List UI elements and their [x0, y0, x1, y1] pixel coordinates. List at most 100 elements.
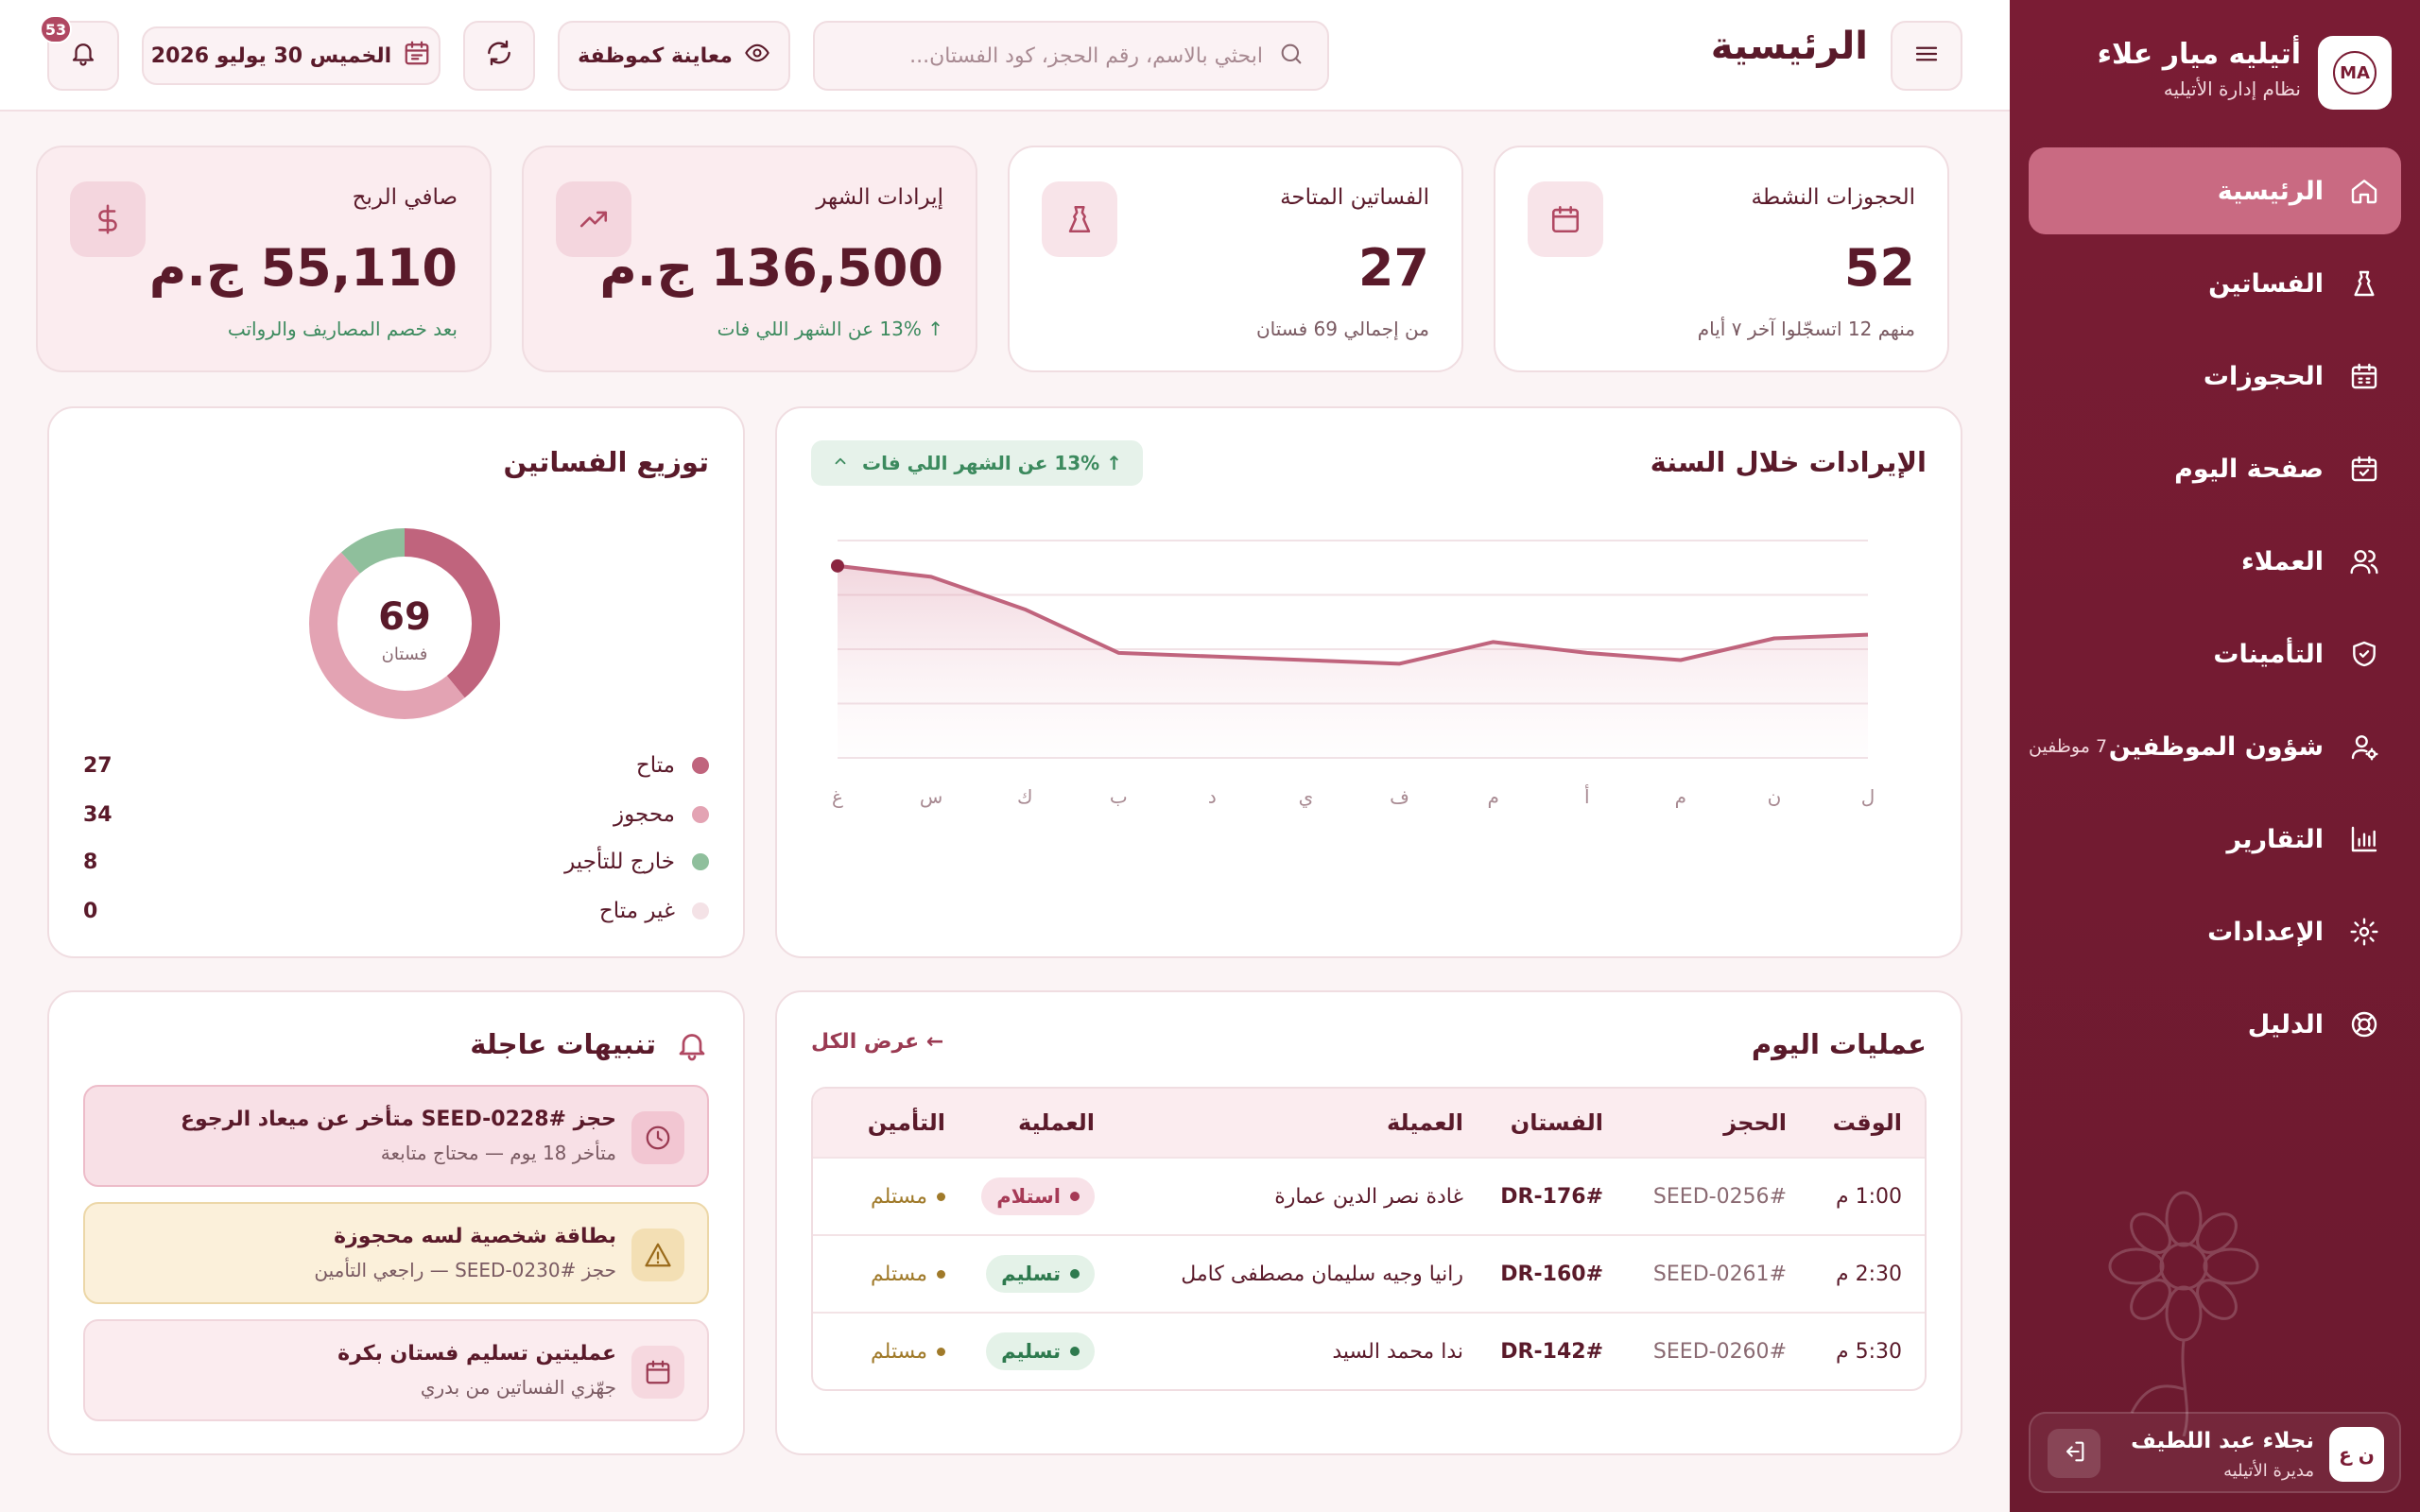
- chevron-up-icon: [832, 452, 849, 474]
- x-tick-label: د: [1208, 785, 1217, 808]
- stat-label: الفساتين المتاحة: [1280, 185, 1429, 210]
- sidebar-item-dresses[interactable]: الفساتين: [2029, 240, 2401, 327]
- operation-label: تسليم: [1001, 1263, 1061, 1285]
- column-header: الفستان: [1510, 1109, 1603, 1136]
- x-tick-label: م: [1487, 785, 1498, 808]
- status-dot: [937, 1192, 945, 1201]
- alert-title: عمليتين تسليم فستان بكرة: [337, 1342, 616, 1366]
- status-dot: [1070, 1347, 1080, 1356]
- logout-button[interactable]: [2048, 1429, 2100, 1478]
- sidebar-item-guide[interactable]: الدليل: [2029, 981, 2401, 1068]
- sidebar-item-settings[interactable]: الإعدادات: [2029, 888, 2401, 975]
- operation-badge: تسليم: [986, 1332, 1095, 1370]
- table-row[interactable]: 5:30 م #SEED-0260 #DR-142 ندا محمد السيد…: [813, 1312, 1925, 1389]
- cell-client: رانيا وجيه سليمان مصطفى كامل: [1181, 1262, 1463, 1286]
- cell-client: ندا محمد السيد: [1332, 1339, 1463, 1364]
- sidebar-item-label: التأمينات: [2213, 639, 2324, 669]
- refresh-button[interactable]: [463, 21, 535, 91]
- sidebar-item-clients[interactable]: العملاء: [2029, 518, 2401, 605]
- top-header: الرئيسية معاينة كموظفة الخميس 30 يوليو 2…: [0, 0, 2010, 112]
- user-gear-icon: [2346, 729, 2382, 765]
- sidebar-item-label: الحجوزات: [2203, 361, 2324, 391]
- dollar-icon: [70, 181, 146, 257]
- sidebar-item-today[interactable]: صفحة اليوم: [2029, 425, 2401, 512]
- insurance-status: مستلم: [871, 1339, 927, 1364]
- sidebar-item-deposits[interactable]: التأمينات: [2029, 610, 2401, 697]
- legend-swatch: [692, 853, 709, 870]
- x-tick-label: غ: [832, 785, 843, 808]
- revenue-change-badge[interactable]: ↑ 13% عن الشهر اللي فات: [811, 440, 1143, 486]
- x-tick-label: ف: [1390, 785, 1409, 808]
- bell-icon: [675, 1028, 709, 1066]
- sidebar-item-bookings[interactable]: الحجوزات: [2029, 333, 2401, 420]
- brand: MA أتيليه ميار علاء نظام إدارة الأتيليه: [2032, 32, 2392, 112]
- alert-item-deliveries-tomorrow[interactable]: عمليتين تسليم فستان بكرة جهّزي الفساتين …: [83, 1319, 709, 1421]
- stat-note: من إجمالي 69 فستان: [1255, 318, 1429, 340]
- alert-title: بطاقة شخصية لسه محجوزة: [334, 1225, 616, 1248]
- revenue-line: [837, 563, 1869, 666]
- avatar: ن ع: [2329, 1427, 2384, 1482]
- cell-booking: #SEED-0256: [1652, 1184, 1787, 1209]
- table-row[interactable]: 2:30 م #SEED-0261 #DR-160 رانيا وجيه سلي…: [813, 1234, 1925, 1312]
- sidebar-item-label: العملاء: [2240, 546, 2324, 576]
- stat-value: 55,110 ج.م: [148, 238, 458, 298]
- alert-item-overdue[interactable]: حجز #SEED-0228 متأخر عن ميعاد الرجوع متأ…: [83, 1085, 709, 1187]
- legend-label: غير متاح: [598, 899, 675, 923]
- x-tick-label: ل: [1861, 785, 1876, 808]
- view-all-link[interactable]: ← عرض الكل: [811, 1030, 944, 1054]
- preview-as-staff-button[interactable]: معاينة كموظفة: [558, 21, 790, 91]
- distribution-donut-chart: 69 فستان: [309, 528, 500, 719]
- legend-item-unavailable: غير متاح 0: [83, 892, 709, 930]
- stat-value: 27: [1357, 238, 1429, 298]
- alert-subtitle: متأخر 18 يوم — محتاج متابعة: [380, 1142, 616, 1164]
- x-tick-label: م: [1675, 785, 1686, 808]
- stat-note: ↑ 13% عن الشهر اللي فات: [717, 318, 943, 340]
- alert-title: حجز #SEED-0228 متأخر عن ميعاد الرجوع: [180, 1108, 616, 1131]
- alert-subtitle: جهّزي الفساتين من بدري: [420, 1376, 616, 1399]
- stat-value: 136,500 ج.م: [599, 238, 943, 298]
- stat-label: إيرادات الشهر: [816, 185, 943, 210]
- sidebar: MA أتيليه ميار علاء نظام إدارة الأتيليه …: [2010, 0, 2420, 1512]
- sidebar-item-staff[interactable]: شؤون الموظفين 7 موظفين: [2029, 703, 2401, 790]
- profile-role: مديرة الأتيليه: [2223, 1461, 2314, 1481]
- dress-distribution-panel: توزيع الفساتين 69 فستان متاح 27 محجوز 34 …: [47, 406, 745, 958]
- x-tick-label: ك: [1017, 785, 1032, 808]
- x-tick-label: ن: [1768, 785, 1782, 808]
- calendar-icon: [1528, 181, 1603, 257]
- cell-operation: استلام: [981, 1159, 1095, 1234]
- cell-booking: #SEED-0260: [1652, 1339, 1787, 1364]
- calendar-icon: [403, 39, 431, 73]
- legend-swatch: [692, 902, 709, 919]
- sidebar-item-reports[interactable]: التقارير: [2029, 796, 2401, 883]
- sidebar-item-home[interactable]: الرئيسية: [2029, 147, 2401, 234]
- operation-badge: تسليم: [986, 1255, 1095, 1293]
- search-icon: [1278, 41, 1305, 71]
- table-row[interactable]: 1:00 م #SEED-0256 #DR-176 غادة نصر الدين…: [813, 1157, 1925, 1234]
- calendar-check-icon: [2346, 451, 2382, 487]
- donut-slice: [309, 528, 500, 719]
- decorative-flower: [2108, 1191, 2259, 1436]
- menu-toggle-button[interactable]: [1891, 21, 1962, 91]
- distribution-title: توزيع الفساتين: [503, 446, 710, 478]
- calendar-icon: [631, 1346, 684, 1399]
- legend-label: خارج للتأجير: [564, 850, 675, 874]
- donut-center-label: فستان: [382, 644, 428, 664]
- sidebar-item-label: شؤون الموظفين: [2108, 731, 2324, 762]
- clock-icon: [631, 1111, 684, 1164]
- x-tick-label: س: [920, 785, 942, 808]
- sidebar-item-label: التقارير: [2226, 824, 2324, 854]
- profile-name: نجلاء عبد اللطيف: [2131, 1429, 2314, 1453]
- dress-icon: [2346, 266, 2382, 301]
- alert-item-id-card[interactable]: بطاقة شخصية لسه محجوزة حجز #SEED-0230 — …: [83, 1202, 709, 1304]
- search-input[interactable]: [847, 43, 1263, 68]
- date-display[interactable]: الخميس 30 يوليو 2026: [142, 26, 441, 85]
- today-operations-panel: عمليات اليوم ← عرض الكل الوقت الحجز الفس…: [775, 990, 1962, 1455]
- cell-time: 5:30 م: [1835, 1339, 1902, 1364]
- x-tick-label: أ: [1584, 784, 1590, 808]
- data-point: [831, 558, 844, 573]
- alert-subtitle: حجز #SEED-0230 — راجعي التأمين: [314, 1259, 616, 1281]
- column-header: الوقت: [1832, 1109, 1902, 1136]
- donut-slice: [309, 528, 500, 719]
- insurance-status: مستلم: [871, 1262, 927, 1286]
- insurance-status: مستلم: [871, 1184, 927, 1209]
